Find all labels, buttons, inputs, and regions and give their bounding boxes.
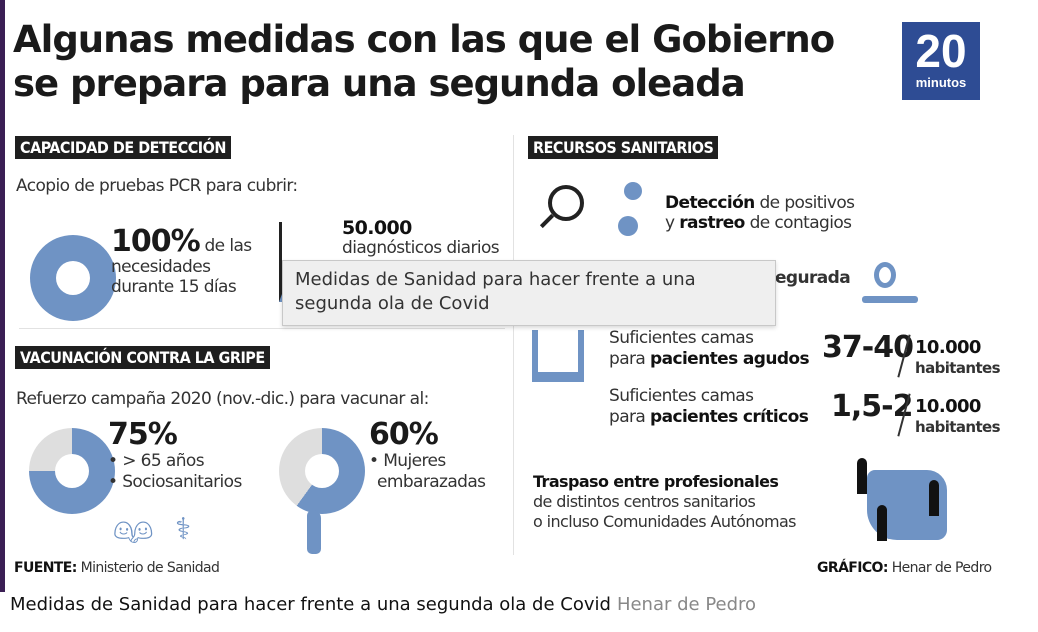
transfer-line-3: o incluso Comunidades Autónomas xyxy=(533,512,797,531)
vacc-group-2: 60% • Mujeres embarazadas xyxy=(369,417,486,493)
stethoscope-icon: ⚕ xyxy=(175,513,192,546)
per-unit: habitantes xyxy=(915,359,1001,377)
graphic-label: GRÁFICO: xyxy=(817,560,888,576)
hospital-bed-icon xyxy=(532,330,584,382)
pregnant-woman-icon xyxy=(307,510,321,554)
person-icon xyxy=(857,458,867,494)
caption-text: Medidas de Sanidad para hacer frente a u… xyxy=(10,594,611,615)
magnifier-icon xyxy=(548,185,584,221)
pct-line-2: necesidades xyxy=(111,257,211,277)
page-edge-bar xyxy=(0,0,5,592)
microscope-icon xyxy=(860,262,918,304)
source-label: FUENTE: xyxy=(14,560,77,576)
infographic-title: Algunas medidas con las que el Gobierno … xyxy=(13,18,835,106)
daily-tests-block: 50.000 diagnósticos diarios xyxy=(342,217,500,258)
magnifier-handle xyxy=(539,213,555,229)
section-divider xyxy=(19,328,505,329)
graphic-author: Henar de Pedro xyxy=(887,560,992,576)
acute-per-block: 10.000 habitantes xyxy=(915,337,1001,378)
infographic-image: Algunas medidas con las que el Gobierno … xyxy=(5,0,1015,592)
section-header-vaccination: VACUNACIÓN CONTRA LA GRIPE xyxy=(15,346,270,369)
critical-pre: para xyxy=(609,407,651,427)
image-caption: Medidas de Sanidad para hacer frente a u… xyxy=(10,594,756,615)
detection-rest: de positivos xyxy=(754,193,855,213)
source-note: FUENTE: Ministerio de Sanidad xyxy=(14,560,220,576)
acute-pre: para xyxy=(609,349,651,369)
acute-bold: pacientes agudos xyxy=(650,349,810,369)
caption-credit: Henar de Pedro xyxy=(616,594,757,615)
logo-word: minutos xyxy=(915,75,967,90)
acute-line-1: Suficientes camas xyxy=(609,328,754,348)
per-value: 10.000 xyxy=(915,396,981,417)
detection-bold: Detección xyxy=(665,193,755,213)
daily-tests-value: 50.000 xyxy=(342,217,412,239)
source-value: Ministerio de Sanidad xyxy=(76,560,220,576)
transfer-text: Traspaso entre profesionales de distinto… xyxy=(533,472,797,532)
logo-number: 20 xyxy=(915,25,967,77)
critical-per-block: 10.000 habitantes xyxy=(915,396,1001,437)
person-icon xyxy=(877,505,887,541)
graphic-credit: GRÁFICO: Henar de Pedro xyxy=(817,560,992,576)
critical-line-1: Suficientes camas xyxy=(609,386,754,406)
vacc-group-1: 75% • > 65 años • Sociosanitarios xyxy=(108,417,242,493)
daily-tests-label: diagnósticos diarios xyxy=(342,238,500,258)
image-tooltip: Medidas de Sanidad para hacer frente a u… xyxy=(282,260,776,326)
pct-line-3: durante 15 días xyxy=(111,277,237,297)
person-icon xyxy=(929,480,939,516)
vacc-group-2-item: • Mujeres xyxy=(369,451,446,471)
donut-60-percent xyxy=(279,428,365,514)
tracking-rest: de contagios xyxy=(744,213,852,233)
detection-tracking-text: Detección de positivos y rastreo de cont… xyxy=(665,193,855,233)
acute-beds-text: Suficientes camas para pacientes agudos xyxy=(609,328,810,370)
donut-100-percent xyxy=(30,235,116,321)
critical-beds-text: Suficientes camas para pacientes crítico… xyxy=(609,386,809,428)
per-unit: habitantes xyxy=(915,418,1001,436)
title-line-1: Algunas medidas con las que el Gobierno xyxy=(13,18,835,61)
partially-hidden-text: egurada xyxy=(775,268,851,288)
donut-75-percent xyxy=(29,428,115,514)
detection-intro: Acopio de pruebas PCR para cubrir: xyxy=(16,176,298,196)
section-header-detection: CAPACIDAD DE DETECCIÓN xyxy=(15,136,231,159)
vacc-group-1-item: • > 65 años xyxy=(108,451,205,471)
vacc-group-1-item: • Sociosanitarios xyxy=(108,472,242,492)
20minutos-logo: 20 minutos xyxy=(902,22,980,100)
virus-icon xyxy=(618,216,638,236)
vacc-group-1-pct: 75% xyxy=(108,417,178,452)
vacc-group-2-pct: 60% xyxy=(369,417,439,452)
transfer-bold: Traspaso entre profesionales xyxy=(533,472,779,491)
virus-icon xyxy=(624,182,642,200)
title-line-2: se prepara para una segunda oleada xyxy=(13,62,746,105)
critical-beds-value: 1,5-2 xyxy=(831,389,913,424)
per-value: 10.000 xyxy=(915,337,981,358)
tracking-pre: y xyxy=(665,213,680,233)
transfer-line-2: de distintos centros sanitarios xyxy=(533,492,756,511)
vacc-group-2-item: embarazadas xyxy=(377,472,486,492)
section-header-resources: RECURSOS SANITARIOS xyxy=(528,136,719,159)
tracking-bold: rastreo xyxy=(679,213,745,233)
detection-pct-block: 100% de las necesidades durante 15 días xyxy=(111,227,252,298)
vaccination-intro: Refuerzo campaña 2020 (nov.-dic.) para v… xyxy=(16,389,429,409)
column-divider xyxy=(513,135,514,555)
pct-rest: de las xyxy=(199,236,252,256)
elderly-people-icon: 👫︎ xyxy=(113,512,154,548)
critical-bold: pacientes críticos xyxy=(650,407,809,427)
detection-pct: 100% xyxy=(111,224,201,259)
acute-beds-value: 37-40 xyxy=(822,330,914,365)
